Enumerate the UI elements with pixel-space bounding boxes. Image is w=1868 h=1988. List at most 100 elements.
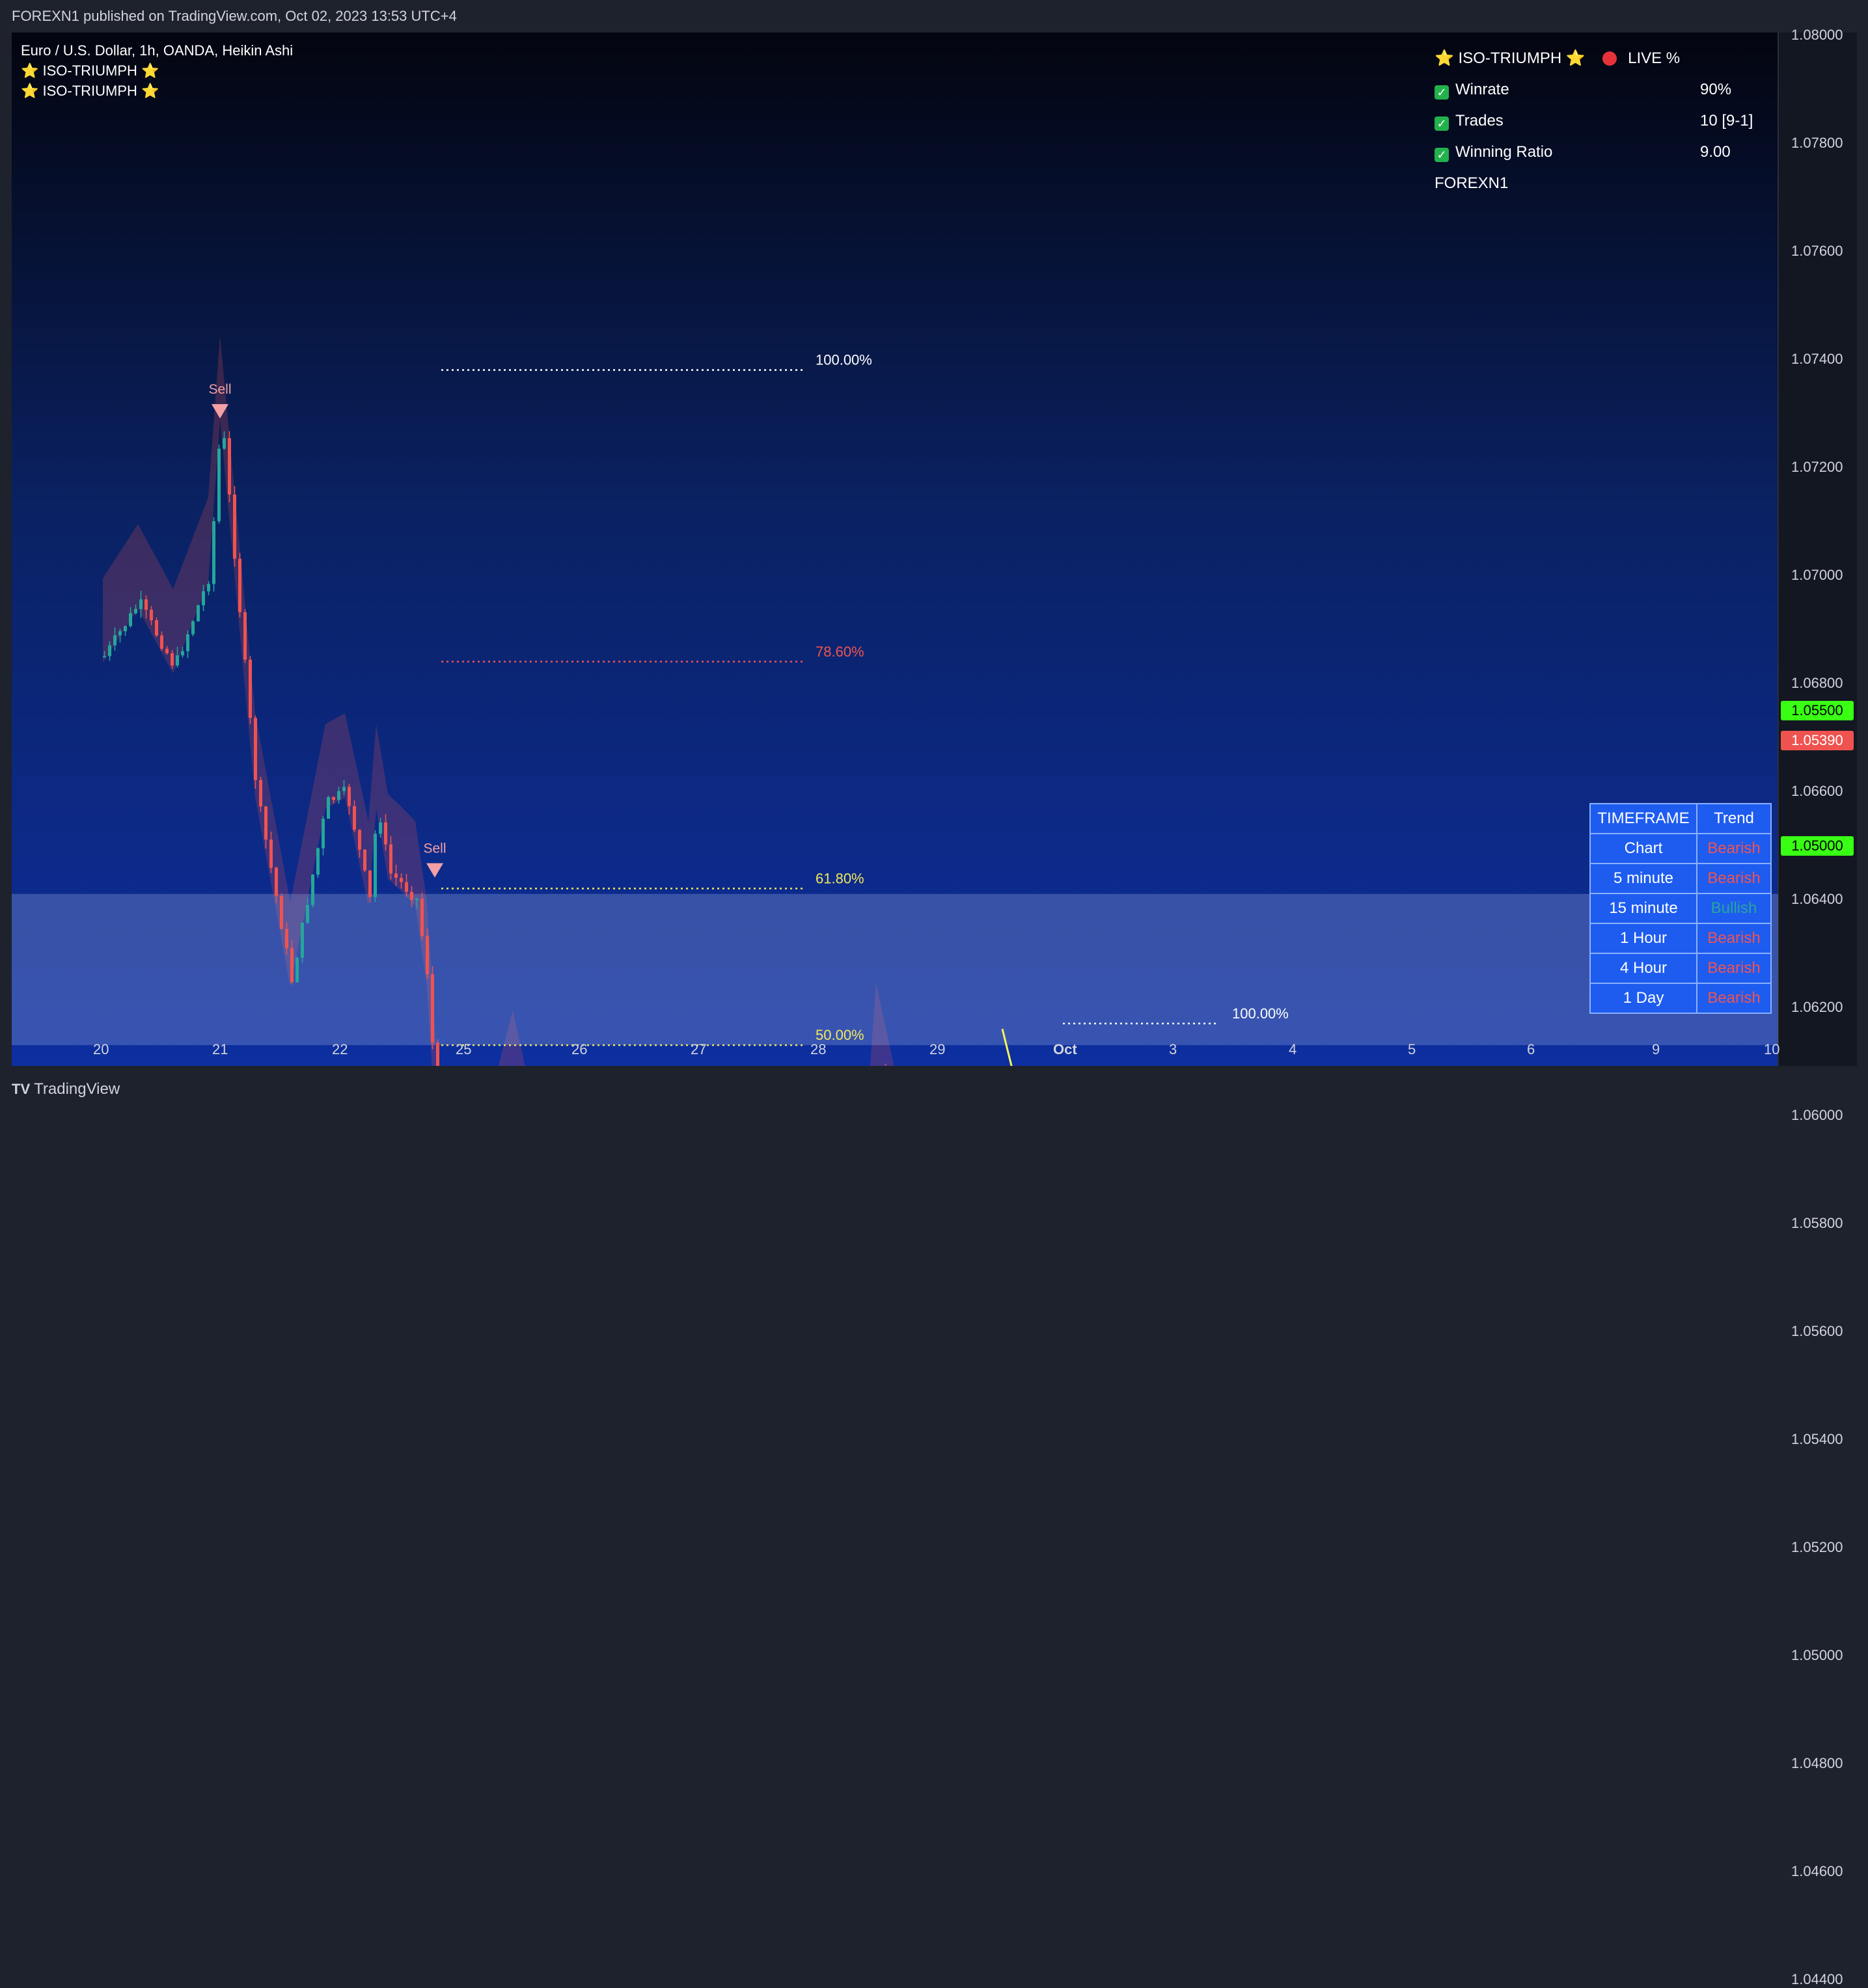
price-tick-label: 1.05600 bbox=[1791, 1323, 1843, 1339]
candle bbox=[197, 605, 200, 621]
sell-signal-icon[interactable] bbox=[212, 404, 228, 418]
trend-timeframe: 1 Day bbox=[1589, 983, 1697, 1014]
brand-name: TradingView bbox=[34, 1080, 120, 1098]
chart-legend: Euro / U.S. Dollar, 1h, OANDA, Heikin As… bbox=[21, 40, 293, 101]
stats-title: ⭐ ISO-TRIUMPH ⭐ bbox=[1435, 49, 1586, 67]
live-label: LIVE % bbox=[1628, 49, 1681, 67]
candle bbox=[405, 882, 408, 892]
candle bbox=[243, 612, 247, 660]
trend-row: 5 minute Bearish bbox=[1589, 863, 1772, 894]
candle bbox=[144, 599, 148, 610]
fib-level-label: 61.80% bbox=[816, 870, 864, 886]
time-tick-label: 10 bbox=[1764, 1041, 1780, 1057]
fib-level-label: 100.00% bbox=[1232, 1005, 1289, 1022]
stats-value: 10 [9-1] bbox=[1700, 112, 1753, 129]
stats-value: 90% bbox=[1700, 81, 1732, 98]
candle bbox=[301, 922, 304, 958]
candle bbox=[327, 797, 330, 819]
candle bbox=[337, 791, 340, 800]
candle bbox=[228, 438, 231, 495]
price-tick-label: 1.07200 bbox=[1791, 459, 1843, 475]
candle bbox=[306, 905, 309, 923]
published-info: FOREXN1 published on TradingView.com, Oc… bbox=[12, 8, 457, 24]
price-tick-label: 1.05400 bbox=[1791, 1431, 1843, 1447]
chart-area[interactable]: 100.00%78.60%61.80%50.00%0.00%100.00%61.… bbox=[12, 33, 1857, 1066]
time-tick-label: 28 bbox=[810, 1041, 827, 1057]
price-tick-label: 1.08000 bbox=[1791, 27, 1843, 43]
trend-row: 1 Day Bearish bbox=[1589, 983, 1772, 1014]
candle bbox=[316, 848, 320, 875]
trend-value: Bullish bbox=[1696, 893, 1772, 924]
price-tick-label: 1.06000 bbox=[1791, 1107, 1843, 1123]
candle bbox=[155, 620, 158, 636]
candle bbox=[342, 787, 346, 791]
time-tick-label: 21 bbox=[212, 1041, 228, 1057]
top-bar: FOREXN1 published on TradingView.com, Oc… bbox=[0, 0, 1868, 33]
trend-timeframe: 5 minute bbox=[1589, 863, 1697, 894]
live-dot-icon bbox=[1602, 51, 1617, 66]
candle bbox=[124, 626, 127, 632]
candle bbox=[389, 844, 392, 874]
candle bbox=[264, 806, 268, 840]
time-tick-label: 9 bbox=[1652, 1041, 1660, 1057]
check-icon: ✓ bbox=[1435, 85, 1449, 100]
candle bbox=[139, 599, 143, 609]
price-tag-target: 1.05000 bbox=[1781, 836, 1854, 856]
trend-row: 1 Hour Bearish bbox=[1589, 923, 1772, 954]
price-tick-label: 1.06200 bbox=[1791, 999, 1843, 1015]
candle bbox=[171, 653, 174, 666]
candle bbox=[436, 1042, 439, 1066]
tradingview-logo[interactable]: TV TradingView bbox=[12, 1080, 120, 1098]
candle bbox=[113, 635, 117, 646]
candle bbox=[217, 448, 221, 521]
price-tag-last: 1.05390 bbox=[1781, 731, 1854, 750]
candle bbox=[394, 873, 398, 878]
candle bbox=[165, 648, 169, 653]
price-tick-label: 1.07400 bbox=[1791, 351, 1843, 367]
candle bbox=[181, 651, 184, 656]
stats-label: Winning Ratio bbox=[1455, 143, 1553, 161]
trend-timeframe: 1 Hour bbox=[1589, 923, 1697, 954]
time-tick-label: 29 bbox=[929, 1041, 946, 1057]
price-tick-label: 1.04400 bbox=[1791, 1971, 1843, 1987]
time-tick-label: 6 bbox=[1527, 1041, 1535, 1057]
candle bbox=[269, 839, 273, 868]
candle bbox=[176, 655, 179, 666]
candle bbox=[431, 974, 434, 1043]
trend-value: Bearish bbox=[1696, 833, 1772, 864]
check-icon: ✓ bbox=[1435, 116, 1449, 131]
time-tick-label: Oct bbox=[1053, 1041, 1077, 1057]
candle bbox=[374, 834, 377, 897]
time-tick-label: 20 bbox=[93, 1041, 109, 1057]
trend-table: TIMEFRAME Trend Chart Bearish 5 minute B… bbox=[1589, 803, 1772, 1014]
trend-value: Bearish bbox=[1696, 923, 1772, 954]
stats-label: Winrate bbox=[1455, 81, 1509, 98]
price-tick-label: 1.04600 bbox=[1791, 1863, 1843, 1879]
stats-row-winrate: ✓ Winrate 90% bbox=[1435, 78, 1731, 102]
candle bbox=[368, 870, 372, 897]
candle bbox=[400, 877, 403, 882]
indicator-label[interactable]: ⭐ ISO-TRIUMPH ⭐ bbox=[21, 83, 159, 99]
candle bbox=[259, 780, 262, 807]
price-tick-label: 1.07000 bbox=[1791, 567, 1843, 583]
price-tick-label: 1.06800 bbox=[1791, 675, 1843, 691]
candle bbox=[186, 634, 189, 651]
candle bbox=[311, 875, 314, 905]
indicator-label[interactable]: ⭐ ISO-TRIUMPH ⭐ bbox=[21, 62, 159, 79]
price-tick-label: 1.07600 bbox=[1791, 243, 1843, 259]
fib-level-label: 78.60% bbox=[816, 644, 864, 660]
candle bbox=[134, 608, 137, 614]
candle bbox=[363, 849, 366, 871]
candle bbox=[358, 830, 361, 850]
candle bbox=[103, 656, 106, 658]
sell-signal-icon[interactable] bbox=[426, 863, 443, 878]
stats-footer: FOREXN1 bbox=[1435, 174, 1509, 192]
price-tick-label: 1.07800 bbox=[1791, 135, 1843, 151]
price-tick-label: 1.05800 bbox=[1791, 1215, 1843, 1231]
candle bbox=[285, 929, 288, 949]
price-chart[interactable]: 100.00%78.60%61.80%50.00%0.00%100.00%61.… bbox=[12, 33, 1857, 1066]
time-tick-label: 27 bbox=[691, 1041, 707, 1057]
price-tick-label: 1.05000 bbox=[1791, 1647, 1843, 1663]
check-icon: ✓ bbox=[1435, 148, 1449, 162]
candle bbox=[426, 936, 429, 975]
